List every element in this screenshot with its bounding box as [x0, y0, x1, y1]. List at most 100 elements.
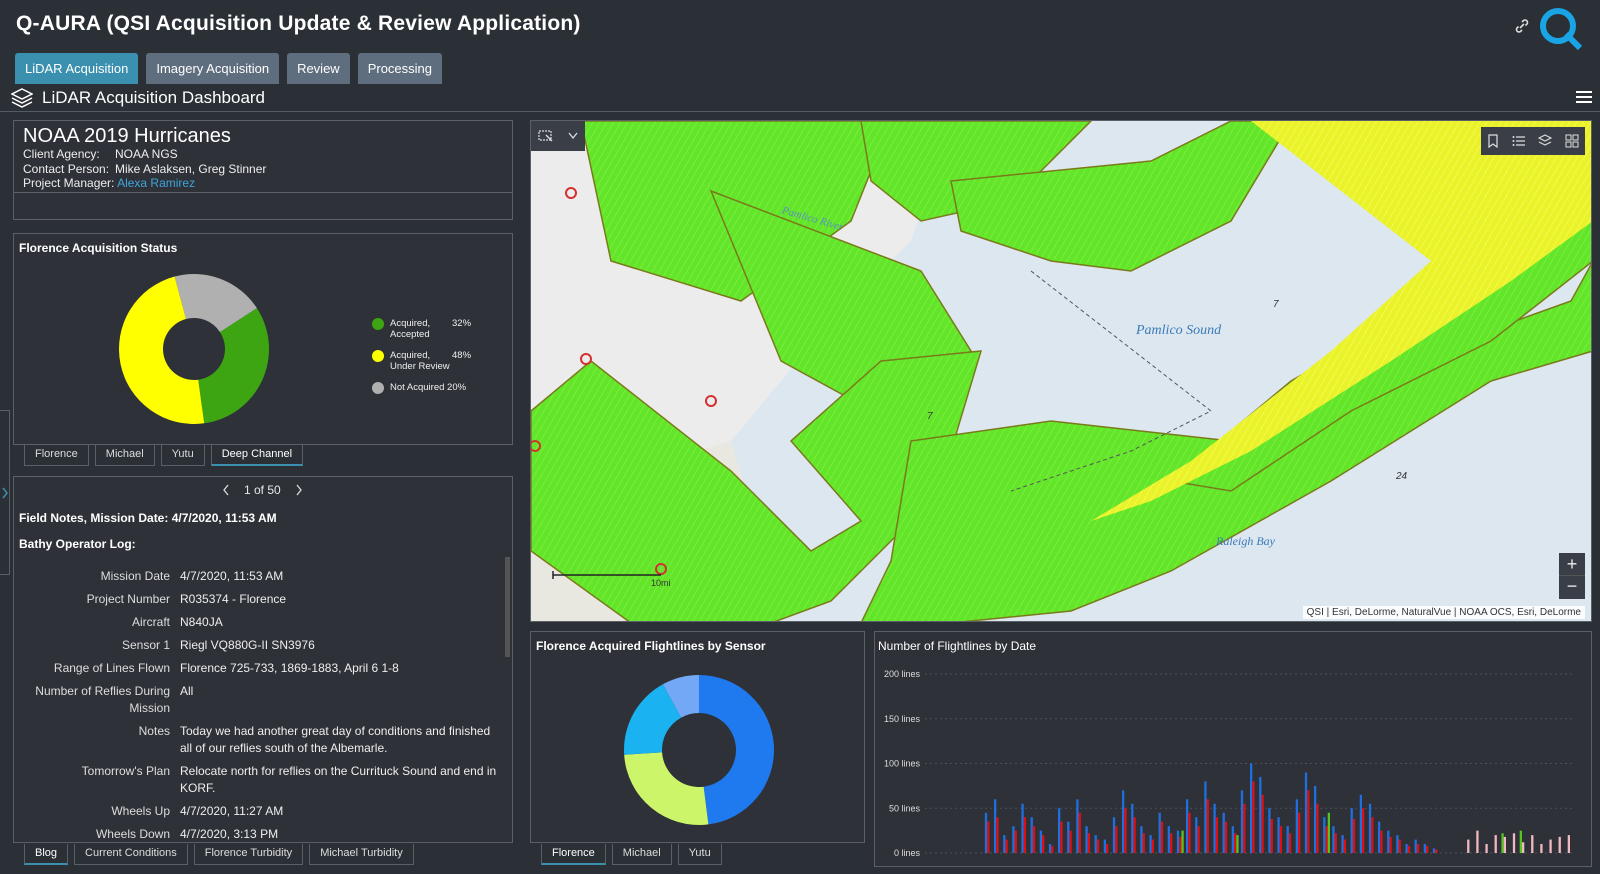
chart-bar — [1380, 830, 1383, 853]
chart-bar — [1160, 821, 1164, 853]
chart-bar — [1195, 817, 1198, 853]
chart-bar — [1512, 833, 1516, 853]
map-depth-label: 7 — [1273, 299, 1279, 310]
chevron-left-icon[interactable] — [222, 484, 230, 496]
q-logo — [1536, 4, 1588, 52]
sensor-panel: Florence Acquired Flightlines by Sensor — [530, 631, 865, 843]
notes-row: Tomorrow's Plan Relocate north for reflie… — [81, 764, 497, 795]
chart-bar — [1032, 826, 1036, 853]
chart-bar — [1558, 836, 1561, 853]
chart-bar — [1204, 781, 1207, 853]
map-draw-tool[interactable] — [531, 121, 585, 151]
y-tick-label: 150 lines — [884, 714, 921, 724]
chart-bar — [1181, 830, 1184, 853]
notes-tabs: Blog Current Conditions Florence Turbidi… — [24, 844, 420, 865]
divider — [14, 192, 512, 193]
draw-select-icon[interactable] — [538, 129, 554, 143]
chart-bar — [1133, 817, 1136, 853]
chevron-right-icon[interactable] — [295, 484, 303, 496]
tab-deep-channel[interactable]: Deep Channel — [210, 445, 304, 466]
link-icon[interactable] — [1514, 18, 1530, 39]
tab-michael[interactable]: Michael — [94, 445, 155, 466]
list-icon[interactable] — [1512, 135, 1526, 147]
tab-blog[interactable]: Blog — [24, 844, 69, 865]
tab-processing[interactable]: Processing — [357, 53, 442, 84]
map-label-bay: Raleigh Bay — [1216, 534, 1275, 548]
tab-yutu[interactable]: Yutu — [677, 844, 722, 865]
chart-bar — [1039, 830, 1042, 853]
map-view[interactable]: Pamlico River Pamlico Sound Raleigh Bay … — [530, 120, 1592, 622]
chart-bar — [1087, 833, 1090, 853]
chart-bar — [984, 812, 988, 853]
tab-yutu[interactable]: Yutu — [160, 445, 205, 466]
tab-florence-turbidity[interactable]: Florence Turbidity — [193, 844, 304, 865]
chart-bar — [1030, 817, 1033, 853]
chart-bar — [1096, 839, 1100, 853]
chart-bar — [1094, 835, 1097, 853]
notes-row: Mission Date 4/7/2020, 11:53 AM — [100, 569, 284, 583]
chart-bar — [1259, 776, 1262, 853]
chart-bar — [1005, 839, 1008, 853]
chart-bar — [1567, 835, 1570, 853]
chart-bar — [1414, 839, 1417, 853]
status-panel-title: Florence Acquisition Status — [19, 241, 178, 255]
donut-slice — [174, 274, 257, 333]
scrollbar[interactable] — [505, 557, 510, 657]
hamburger-menu-icon[interactable] — [1576, 90, 1592, 104]
tab-imagery-acquisition[interactable]: Imagery Acquisition — [146, 53, 280, 84]
chevron-down-icon[interactable] — [568, 132, 578, 140]
tab-florence[interactable]: Florence — [541, 844, 606, 865]
chart-bar — [1549, 839, 1552, 853]
dashboard-title: LiDAR Acquisition Dashboard — [42, 88, 266, 107]
tab-lidar-acquisition[interactable]: LiDAR Acquisition — [15, 53, 139, 84]
chart-bar — [1270, 818, 1273, 853]
layers-icon — [11, 88, 33, 108]
chart-bar — [1021, 803, 1024, 853]
chart-bar — [1378, 821, 1381, 853]
chart-bar — [1106, 844, 1109, 853]
tab-michael-turbidity[interactable]: Michael Turbidity — [309, 844, 414, 865]
zoom-in-button[interactable]: + — [1559, 553, 1585, 576]
manager-label: Project Manager: — [23, 176, 115, 190]
tab-florence[interactable]: Florence — [24, 445, 89, 466]
chart-bar — [1389, 836, 1392, 853]
chart-bar — [1343, 839, 1346, 853]
y-tick-label: 50 lines — [889, 803, 921, 813]
chart-bar — [1476, 830, 1479, 853]
chart-bar — [1240, 790, 1244, 853]
donut-slice — [624, 752, 709, 825]
chart-bar — [1112, 817, 1116, 853]
tab-current-conditions[interactable]: Current Conditions — [74, 844, 188, 865]
chart-bar — [1352, 818, 1356, 853]
tab-michael[interactable]: Michael — [611, 844, 672, 865]
chart-bar — [1167, 826, 1170, 853]
chart-bar — [1407, 845, 1410, 853]
status-tabs: Florence Michael Yutu Deep Channel — [24, 445, 309, 466]
chart-bar — [1140, 826, 1143, 853]
chart-bar — [1042, 835, 1045, 853]
chart-bar — [1236, 835, 1239, 853]
project-details: Client Agency: NOAA NGS Contact Person: Mi… — [23, 147, 266, 191]
chart-bar — [1316, 803, 1319, 853]
donut-slice — [699, 675, 775, 825]
chart-bar — [1048, 844, 1052, 853]
chart-bar — [1494, 835, 1497, 853]
chart-bar — [1261, 794, 1264, 853]
chart-bar — [1124, 808, 1127, 853]
donut-slice — [118, 276, 205, 424]
sensor-panel-title: Florence Acquired Flightlines by Sensor — [536, 639, 766, 653]
tab-review[interactable]: Review — [287, 53, 350, 84]
basemap-gallery-icon[interactable] — [1565, 134, 1579, 148]
chart-bar — [1085, 826, 1088, 853]
flightlines-chart-panel: Number of Flightlines by Date 0 lines 50 … — [874, 631, 1592, 867]
chart-bar — [1222, 812, 1225, 853]
layers-icon[interactable] — [1538, 134, 1553, 148]
side-panel-toggle[interactable] — [0, 410, 10, 575]
manager-link[interactable]: Alexa Ramirez — [117, 176, 196, 190]
bookmark-icon[interactable] — [1487, 134, 1499, 148]
pager-text: 1 of 50 — [244, 483, 281, 497]
chart-bar — [1103, 839, 1106, 853]
zoom-out-button[interactable]: − — [1566, 576, 1578, 596]
chart-bar — [1003, 835, 1006, 853]
chart-bar — [996, 817, 999, 853]
